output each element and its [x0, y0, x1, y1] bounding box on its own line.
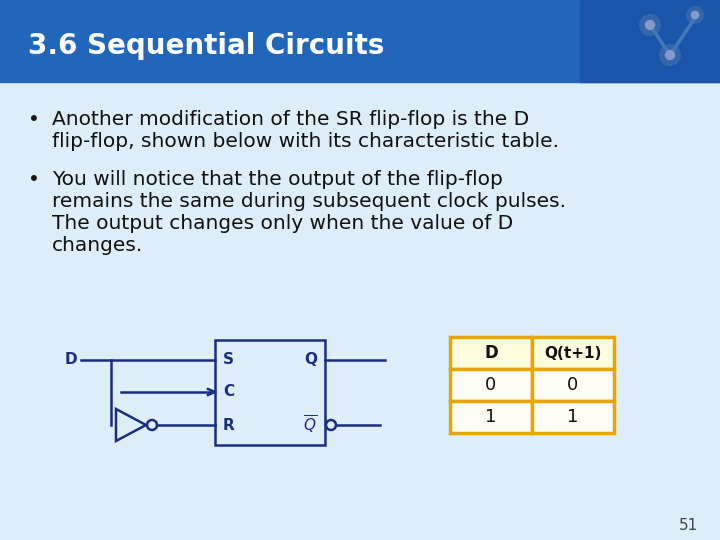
Text: $\overline{Q}$: $\overline{Q}$ — [303, 414, 317, 436]
Bar — [450, 401, 532, 433]
Text: 51: 51 — [679, 517, 698, 532]
Text: 0: 0 — [567, 376, 579, 394]
Bar — [580, 0, 720, 82]
Circle shape — [687, 7, 703, 23]
Text: flip-flop, shown below with its characteristic table.: flip-flop, shown below with its characte… — [52, 132, 559, 151]
Text: D: D — [484, 344, 498, 362]
Bar — [450, 337, 532, 369]
Circle shape — [691, 11, 698, 18]
Text: 1: 1 — [567, 408, 579, 426]
Text: C: C — [223, 384, 234, 400]
Bar — [215, 340, 325, 445]
Bar — [450, 369, 532, 401]
Text: 3.6 Sequential Circuits: 3.6 Sequential Circuits — [28, 32, 384, 60]
Bar — [532, 337, 614, 369]
Text: Another modification of the SR flip-flop is the D: Another modification of the SR flip-flop… — [52, 110, 529, 129]
Circle shape — [640, 15, 660, 35]
Text: 0: 0 — [485, 376, 497, 394]
Text: remains the same during subsequent clock pulses.: remains the same during subsequent clock… — [52, 192, 566, 211]
Text: Q(t+1): Q(t+1) — [544, 346, 602, 361]
Bar — [0, 82, 720, 540]
Text: •: • — [28, 170, 40, 189]
Text: R: R — [223, 417, 235, 433]
Text: changes.: changes. — [52, 236, 143, 255]
Text: The output changes only when the value of D: The output changes only when the value o… — [52, 214, 513, 233]
Text: Q: Q — [304, 353, 317, 368]
Circle shape — [646, 21, 654, 30]
Text: You will notice that the output of the flip-flop: You will notice that the output of the f… — [52, 170, 503, 189]
Text: 1: 1 — [485, 408, 497, 426]
Text: S: S — [223, 353, 234, 368]
Circle shape — [665, 51, 675, 59]
Text: D: D — [65, 353, 78, 368]
Text: •: • — [28, 110, 40, 129]
Bar — [532, 401, 614, 433]
Circle shape — [660, 45, 680, 65]
Bar — [0, 0, 720, 82]
Bar — [532, 369, 614, 401]
